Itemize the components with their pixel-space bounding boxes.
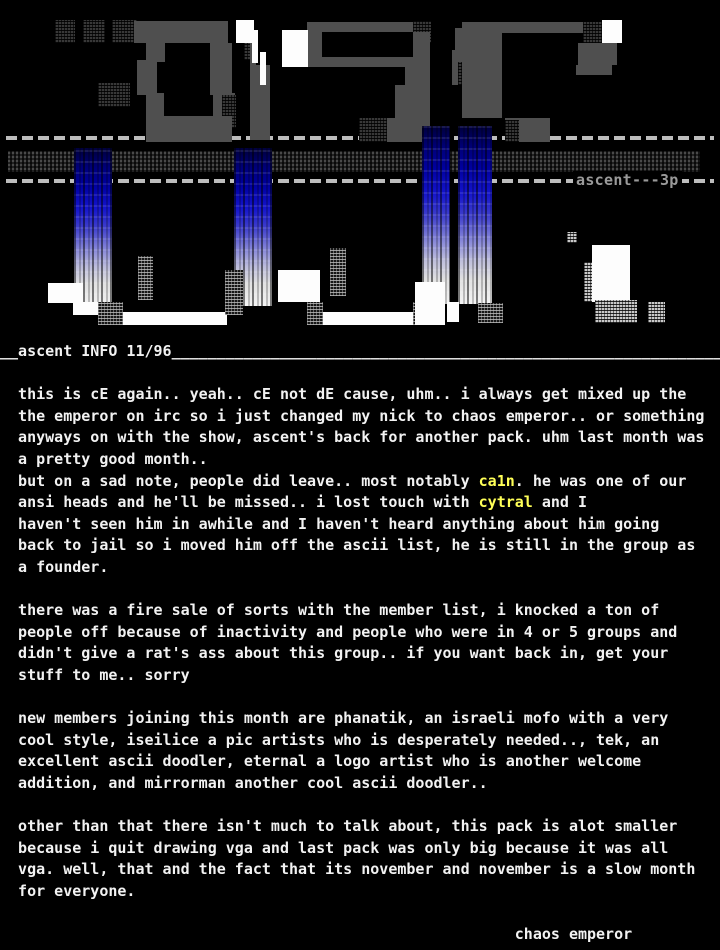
logo-block (307, 302, 323, 325)
logo-block (505, 120, 519, 142)
logo-block (455, 28, 465, 50)
logo-block (278, 270, 320, 302)
logo-block (98, 83, 130, 107)
logo-block (138, 256, 153, 300)
logo-block (137, 60, 157, 95)
info-text-body: __ascent INFO 11/96_____________________… (0, 341, 720, 946)
logo-blue-stem (422, 126, 450, 304)
text-line: didn't give a rat's ass about this group… (0, 644, 669, 663)
logo-block (395, 85, 430, 118)
logo-block (260, 52, 266, 85)
logo-block (236, 20, 254, 33)
logo-block (413, 32, 430, 67)
logo-block (462, 62, 502, 118)
logo-blue-stem (458, 126, 492, 304)
text-line: anyways on with the show, ascent's back … (0, 428, 705, 447)
logo-block (225, 270, 243, 315)
logo-block (48, 283, 83, 303)
logo-block (146, 93, 164, 118)
logo-block (330, 248, 346, 296)
logo-block (415, 282, 445, 325)
logo-block (134, 21, 228, 43)
text-line: for everyone. (0, 881, 136, 900)
logo-block (595, 300, 637, 323)
logo-block (583, 22, 603, 43)
text-line: ansi heads and he'll be missed.. i lost … (0, 493, 588, 512)
logo-block (98, 302, 123, 325)
logo-block (83, 20, 105, 43)
logo-block (112, 20, 137, 43)
logo-block (210, 43, 232, 95)
logo-block (55, 20, 75, 43)
text-line: cool style, iseilice a pic artists who i… (0, 730, 660, 749)
logo-block (307, 22, 413, 32)
logo-block (648, 302, 665, 323)
highlighted-handle: ca1n (478, 471, 515, 490)
logo-block (478, 303, 503, 323)
text-line: excellent ascii doodler, eternal a logo … (0, 752, 642, 771)
logo-block (323, 312, 413, 325)
text-line: but on a sad note, people did leave.. mo… (0, 471, 687, 490)
text-line: vga. well, that and the fact that its no… (0, 860, 696, 879)
text-line: the emperor on irc so i just changed my … (0, 406, 705, 425)
logo-block (359, 118, 387, 142)
text-line: back to jail so i moved him off the asci… (0, 536, 696, 555)
header-line: __ascent INFO 11/96_____________________… (0, 342, 720, 360)
logo-block (252, 33, 258, 63)
text-line: there was a fire sale of sorts with the … (0, 601, 660, 620)
logo-block (146, 116, 232, 142)
text-line: a pretty good month.. (0, 449, 208, 468)
text-line: addition, and mirrorman another cool asc… (0, 773, 488, 792)
logo-block (576, 65, 612, 75)
signature-line: chaos emperor (0, 925, 633, 944)
text-line (0, 687, 720, 709)
logo-block (282, 30, 308, 67)
logo-block (123, 312, 227, 325)
text-line (0, 579, 720, 601)
dither-band (8, 151, 700, 172)
logo-tag-text: ascent---3p (573, 171, 682, 189)
logo-block (405, 67, 430, 85)
text-line (0, 794, 720, 816)
logo-block (298, 57, 413, 67)
dashed-rule (6, 179, 714, 183)
highlighted-handle: cytral (478, 493, 533, 512)
text-line: a founder. (0, 557, 109, 576)
logo-block (146, 43, 165, 62)
text-line (0, 363, 720, 385)
ascent-ansi-logo: ascent---3p (0, 0, 720, 340)
text-line: new members joining this month are phana… (0, 709, 669, 728)
text-line (0, 902, 720, 924)
text-line: stuff to me.. sorry (0, 665, 190, 684)
text-line: this is cE again.. yeah.. cE not dE caus… (0, 385, 687, 404)
logo-block (578, 43, 617, 65)
text-line: because i quit drawing vga and last pack… (0, 838, 669, 857)
text-line: people off because of inactivity and peo… (0, 622, 678, 641)
logo-block (592, 245, 630, 302)
logo-block (584, 262, 592, 302)
text-line: haven't seen him in awhile and I haven't… (0, 514, 660, 533)
logo-block (606, 33, 622, 43)
logo-block (73, 302, 98, 315)
logo-block (497, 22, 585, 33)
logo-blue-stem (74, 148, 112, 306)
logo-block (447, 302, 459, 322)
logo-block (462, 22, 502, 62)
text-line: other than that there isn't much to talk… (0, 817, 678, 836)
logo-block (567, 232, 577, 243)
